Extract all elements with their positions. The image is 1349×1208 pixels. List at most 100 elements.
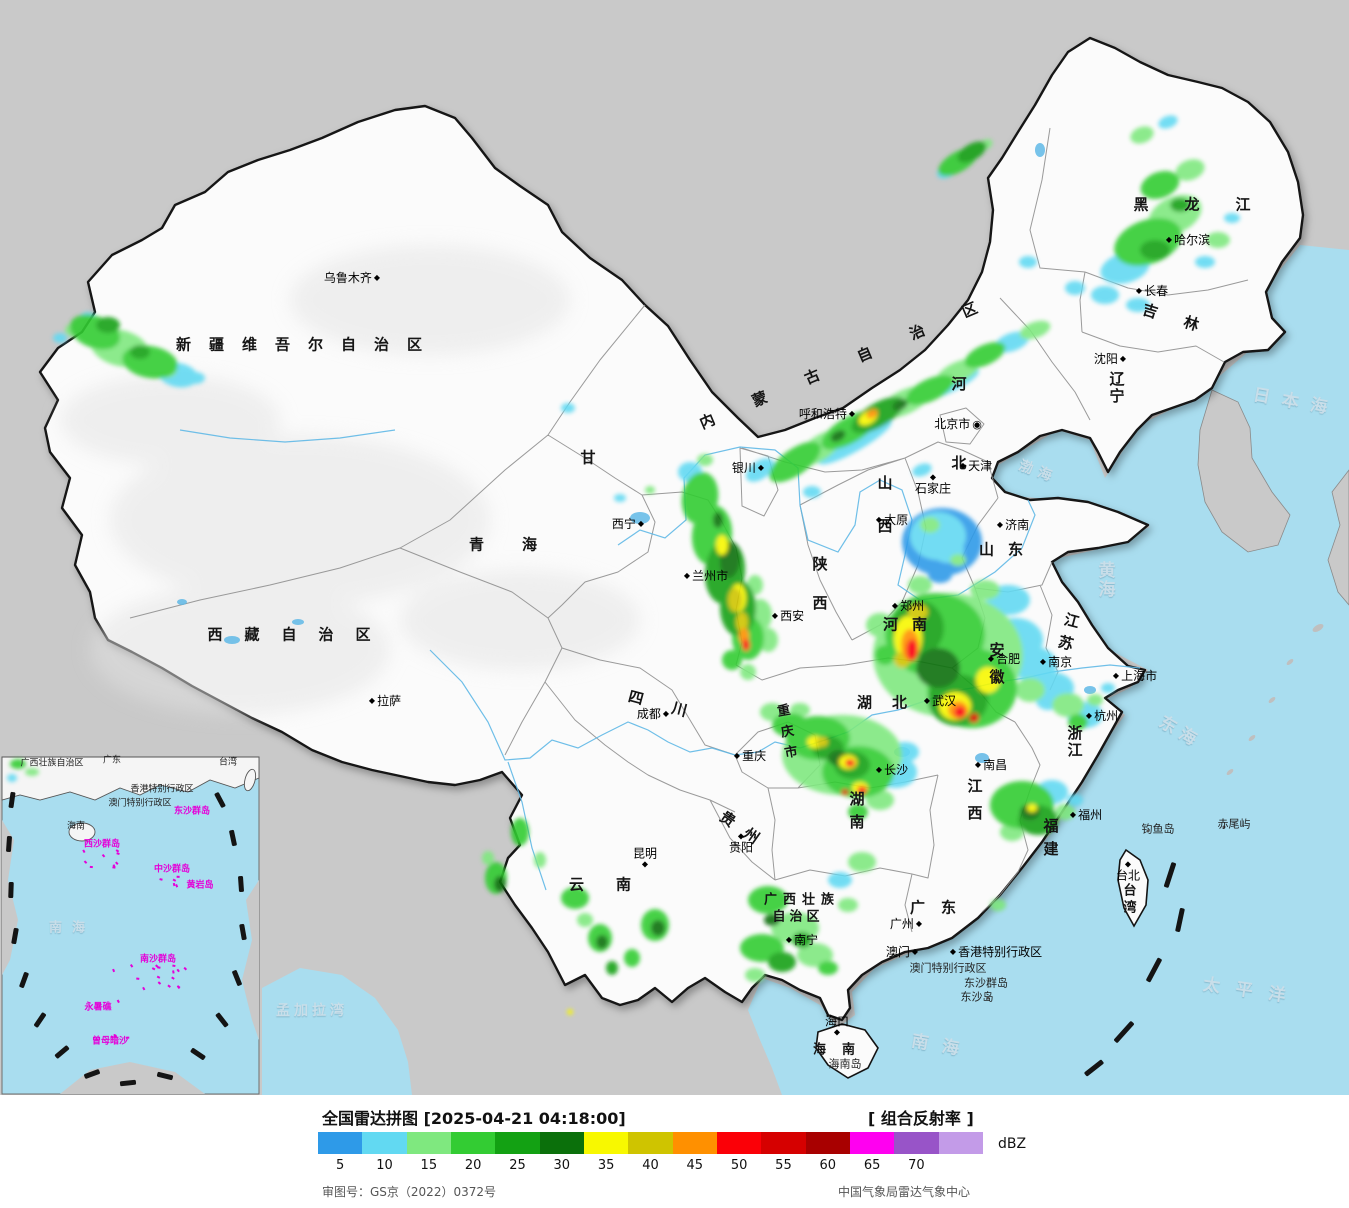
dbz-scale-value: 60 (819, 1158, 837, 1173)
boundary-dash (11, 927, 19, 945)
dbz-scale-value: 45 (686, 1158, 704, 1173)
product-label: [ 组合反射率 ] (868, 1109, 974, 1128)
inset-island-dots-layer (82, 849, 188, 1039)
map-title: 全国雷达拼图 [2025-04-21 04:18:00] (322, 1109, 626, 1128)
dbz-scale-value: 30 (553, 1158, 571, 1173)
radar-echo (928, 567, 952, 583)
radar-echo (25, 768, 39, 776)
taiwan-island (1117, 848, 1149, 928)
radar-echo (96, 317, 120, 333)
radar-echo (954, 706, 966, 718)
inset-island-dot (156, 975, 161, 979)
radar-echo (838, 898, 858, 912)
radar-echo (1015, 678, 1045, 702)
radar-echo (742, 639, 750, 651)
japan-land (1327, 469, 1349, 606)
inset-island-dot (126, 1036, 130, 1039)
dbz-color-swatch (406, 1132, 451, 1154)
boundary-dash (190, 1048, 206, 1060)
radar-echo (561, 887, 589, 909)
dbz-color-swatch (628, 1132, 673, 1154)
radar-echo (970, 580, 1000, 600)
inset-island-dot (157, 966, 161, 969)
dbz-color-swatch (495, 1132, 540, 1154)
radar-echo (1126, 298, 1150, 312)
dbz-color-swatch (849, 1132, 895, 1154)
radar-echo (1091, 286, 1119, 304)
radar-echo (905, 375, 955, 405)
radar-echo (906, 639, 918, 661)
radar-echo (769, 441, 821, 483)
dbz-color-swatch (938, 1132, 983, 1154)
inset-island-dot (157, 981, 162, 985)
radar-echo (1175, 159, 1205, 181)
inset-island-dot (151, 967, 156, 971)
radar-echo (7, 774, 17, 782)
radar-echo (1195, 256, 1215, 268)
dbz-color-swatch (362, 1132, 407, 1154)
boundary-dash (84, 1069, 100, 1079)
radar-echo (803, 486, 821, 498)
inset-island-dot (83, 860, 88, 864)
ryukyu-islands (1226, 624, 1324, 775)
inset-island-dot (172, 964, 176, 968)
boundary-dash (1175, 908, 1185, 932)
inset-island-dot (82, 849, 86, 854)
radar-echo (866, 409, 878, 419)
island-dots (986, 825, 1226, 1000)
inset-island-dot (113, 1034, 116, 1038)
boundary-dash (8, 881, 14, 899)
dbz-scale-value: 15 (420, 1158, 438, 1173)
radar-echo (740, 664, 756, 680)
boundary-dash (215, 1012, 229, 1028)
dbz-scale-value: 35 (597, 1158, 615, 1173)
radar-echo (736, 612, 748, 632)
inset-island-dot (167, 984, 171, 988)
inset-hainan (68, 822, 96, 842)
radar-echo (511, 818, 529, 846)
south-china-sea-inset (1, 756, 260, 1095)
inset-island-dot (172, 970, 175, 974)
radar-echo (1101, 683, 1115, 693)
radar-echo (130, 345, 150, 359)
radar-echo (1052, 693, 1084, 717)
radar-echo (1158, 115, 1178, 129)
dbz-scale-value: 65 (863, 1158, 881, 1173)
dbz-color-swatch (716, 1132, 762, 1154)
inset-island-dot (110, 1035, 114, 1039)
inset-island-dot (89, 865, 93, 869)
dbz-scale-value: 25 (509, 1158, 526, 1173)
korea-peninsula (1197, 389, 1291, 553)
radar-echo (722, 650, 742, 670)
inset-island-dot (112, 968, 116, 973)
radar-echo (772, 713, 808, 737)
dashed-boundary-layer (6, 791, 1185, 1087)
radar-echo (976, 667, 1000, 693)
foreign-land-layer (1197, 389, 1349, 775)
boundary-dash (232, 970, 242, 986)
inset-island-dot (115, 861, 119, 866)
hainan-island (815, 1023, 879, 1079)
radar-echo (713, 512, 723, 528)
dbz-color-swatch (583, 1132, 629, 1154)
dbz-color-swatch (450, 1132, 496, 1154)
boundary-dash (1114, 1021, 1134, 1043)
radar-echo (920, 517, 940, 533)
dbz-color-swatch (539, 1132, 584, 1154)
inset-island-dot (129, 963, 134, 968)
boundary-dash (8, 791, 16, 809)
radar-echo (651, 920, 665, 936)
radar-echo (745, 458, 775, 482)
dbz-scale-value: 20 (464, 1158, 482, 1173)
boundary-dash (119, 1079, 137, 1087)
boundary-dash (19, 972, 29, 988)
inset-island-dot (136, 977, 140, 980)
radar-echo (482, 851, 494, 865)
radar-echo (828, 872, 852, 888)
boundary-dash (54, 1045, 70, 1059)
dbz-scale-value: 70 (908, 1158, 925, 1173)
radar-echo (614, 494, 626, 502)
radar-echo (1224, 213, 1240, 223)
radar-echo (606, 961, 618, 975)
